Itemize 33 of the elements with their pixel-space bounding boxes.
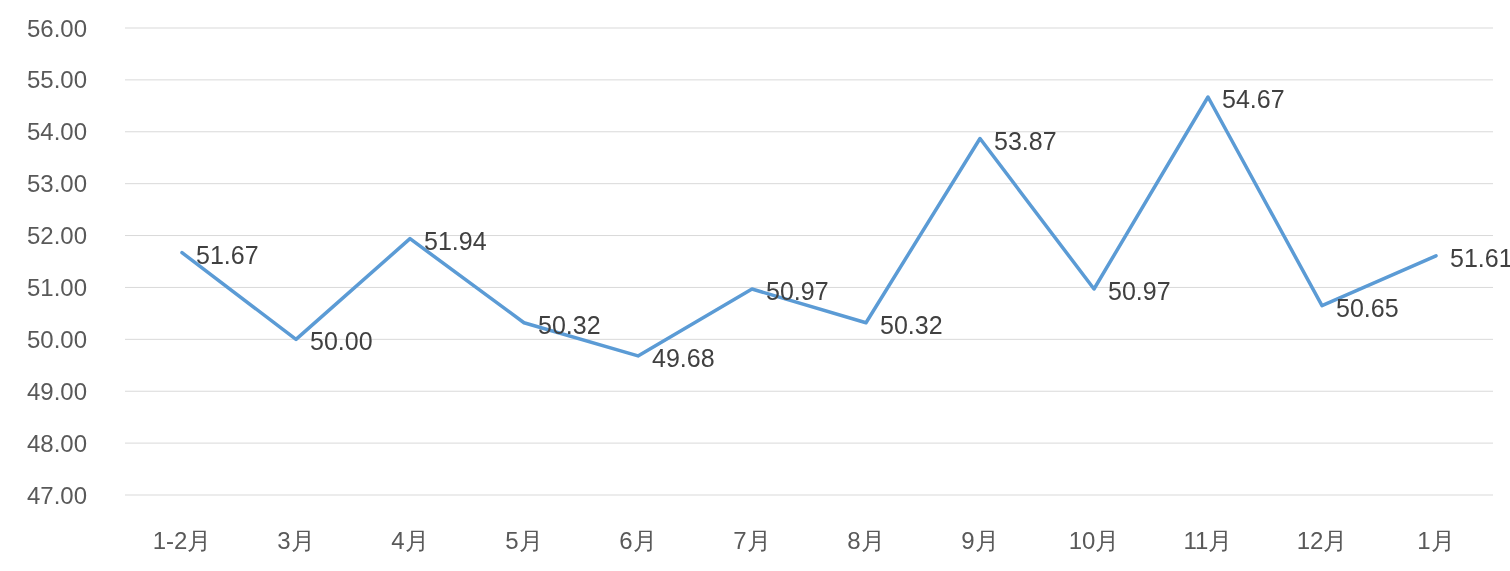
data-label: 50.97 [1108,277,1171,305]
y-tick-label: 53.00 [26,170,87,198]
x-tick-label: 4月 [391,526,429,554]
x-tick-label: 1月 [1417,526,1455,554]
y-tick-label: 56.00 [26,14,87,42]
x-tick-label: 5月 [505,526,543,554]
y-tick-label: 54.00 [26,118,87,146]
x-tick-label: 6月 [619,526,657,554]
data-label: 50.32 [880,310,943,339]
x-tick-label: 11月 [1183,526,1233,554]
x-tick-label: 1-2月 [152,526,212,554]
y-tick-label: 48.00 [26,429,87,457]
data-label: 53.87 [994,126,1057,155]
x-tick-label: 7月 [733,526,771,554]
data-label: 51.94 [424,226,487,255]
y-tick-label: 51.00 [26,273,87,301]
x-tick-label: 8月 [847,526,885,554]
y-tick-label: 49.00 [26,377,87,405]
x-tick-label: 3月 [277,526,315,554]
y-tick-label: 47.00 [26,481,87,509]
data-label: 50.65 [1336,293,1399,322]
data-label: 50.00 [310,327,373,356]
x-tick-label: 10月 [1068,526,1120,554]
x-tick-label: 12月 [1296,526,1348,554]
y-tick-label: 50.00 [26,325,87,353]
y-tick-label: 52.00 [26,222,87,250]
x-tick-label: 9月 [961,526,999,554]
y-tick-label: 55.00 [26,66,87,94]
data-label: 50.32 [538,310,601,339]
data-label: 49.68 [652,343,715,372]
data-label: 50.97 [766,277,829,305]
data-label: 51.67 [196,240,259,269]
data-label: 54.67 [1222,85,1285,114]
